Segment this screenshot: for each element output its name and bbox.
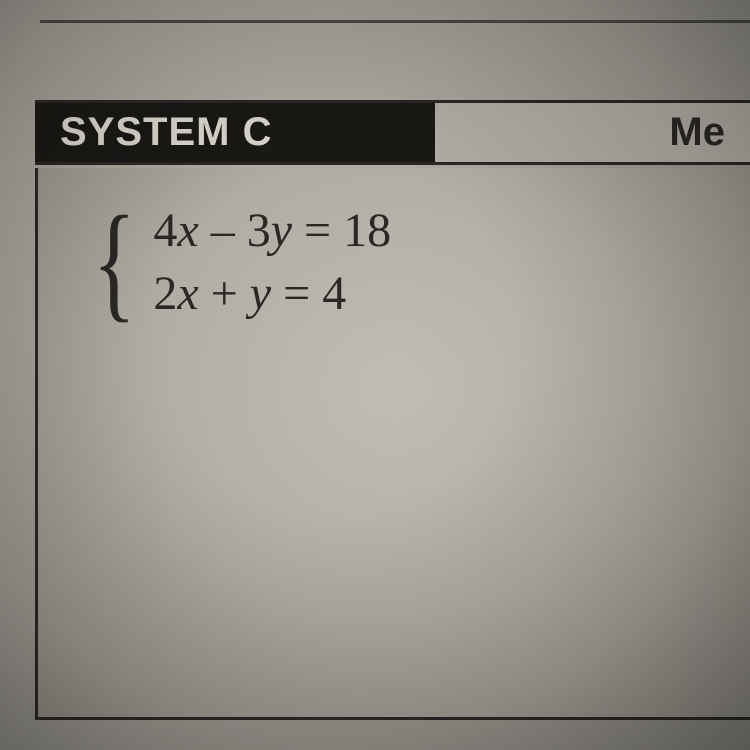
system-title: SYSTEM C	[35, 103, 435, 162]
left-brace: {	[92, 204, 136, 321]
eq2-var1: x	[177, 267, 198, 320]
equation-2: 2x + y = 4	[153, 266, 391, 321]
top-rule	[40, 20, 750, 23]
eq1-coef2: 3	[247, 204, 271, 257]
eq2-op2: =	[271, 267, 322, 320]
eq2-var2: y	[250, 267, 271, 320]
eq1-var1: x	[177, 204, 198, 257]
eq1-op1: –	[199, 204, 247, 257]
equation-1: 4x – 3y = 18	[153, 203, 391, 258]
equation-lines: 4x – 3y = 18 2x + y = 4	[153, 203, 391, 321]
equation-system: { 4x – 3y = 18 2x + y = 4	[83, 203, 391, 321]
eq2-coef1: 2	[153, 267, 177, 320]
method-label: Me	[435, 103, 750, 162]
worksheet-page: SYSTEM C Me { 4x – 3y = 18 2x + y = 4	[0, 0, 750, 750]
eq1-op2: =	[292, 204, 343, 257]
content-box: { 4x – 3y = 18 2x + y = 4	[35, 168, 750, 720]
header-row: SYSTEM C Me	[35, 100, 750, 165]
eq2-op1: +	[199, 267, 250, 320]
eq2-val: 4	[322, 267, 346, 320]
eq1-coef1: 4	[153, 204, 177, 257]
eq1-val: 18	[343, 204, 391, 257]
eq1-var2: y	[271, 204, 292, 257]
